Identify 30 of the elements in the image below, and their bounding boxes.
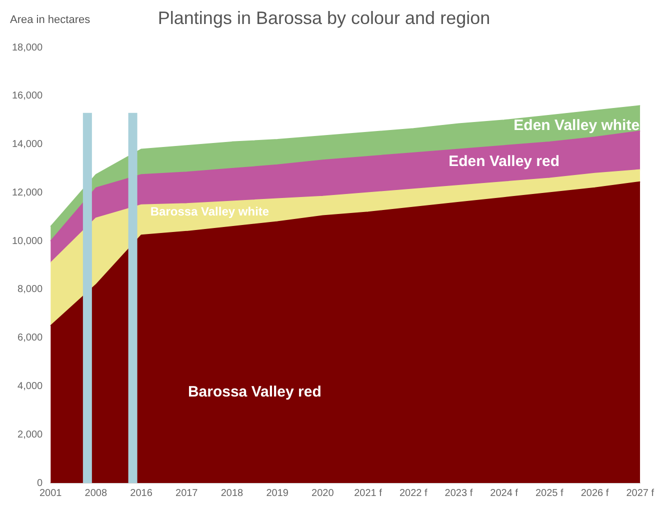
x-tick-label: 2019	[266, 488, 289, 499]
y-tick-label: 12,000	[12, 187, 44, 198]
series-label: Barossa Valley white	[150, 204, 270, 219]
y-tick-label: 2,000	[18, 429, 44, 440]
x-tick-label: 2022 f	[399, 488, 428, 499]
y-tick-label: 18,000	[12, 42, 44, 54]
chart-title: Plantings in Barossa by colour and region	[158, 8, 490, 28]
x-tick-label: 2001	[39, 488, 62, 499]
y-tick-label: 8,000	[18, 284, 44, 296]
series-label: Eden Valley red	[448, 153, 560, 170]
y-tick-label: 4,000	[18, 380, 44, 392]
y-tick-label: 14,000	[12, 139, 44, 150]
y-axis-title: Area in hectares	[10, 14, 91, 26]
y-tick-label: 10,000	[12, 236, 44, 247]
x-tick-label: 2008	[84, 488, 108, 499]
series-label: Barossa Valley red	[188, 384, 322, 401]
x-tick-label: 2021 f	[354, 488, 382, 499]
y-tick-label: 16,000	[12, 90, 44, 102]
x-tick-label: 2024 f	[490, 488, 518, 499]
x-tick-label: 2018	[220, 488, 244, 499]
x-tick-label: 2025 f	[536, 488, 564, 499]
y-tick-label: 0	[37, 478, 44, 489]
x-tick-label: 2017	[176, 488, 198, 499]
x-tick-label: 2023 f	[444, 488, 473, 499]
x-tick-label: 2016	[130, 488, 153, 499]
x-tick-label: 2020	[312, 488, 334, 499]
x-tick-label: 2026 f	[580, 488, 609, 499]
y-tick-label: 6,000	[18, 332, 44, 344]
series-label: Eden Valley white	[514, 116, 640, 134]
x-tick-label: 2027 f	[626, 488, 654, 499]
